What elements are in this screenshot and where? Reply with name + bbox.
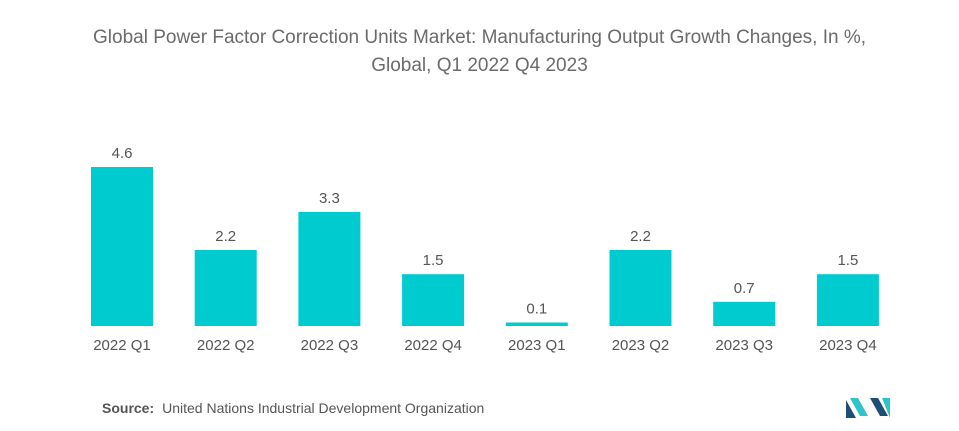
value-label-2023-q2: 2.2 <box>630 228 651 245</box>
x-tick-label-2022-q2: 2022 Q2 <box>197 337 255 354</box>
value-label-2023-q1: 0.1 <box>526 301 547 318</box>
value-label-2023-q4: 1.5 <box>837 252 858 269</box>
bar-2022-q2 <box>194 250 257 326</box>
source-text: United Nations Industrial Development Or… <box>162 400 485 416</box>
bar-2023-q3 <box>713 301 776 326</box>
x-tick-label-2023-q3: 2023 Q3 <box>715 337 773 354</box>
bar-2022-q1 <box>91 167 153 326</box>
x-tick-label-2022-q3: 2022 Q3 <box>301 337 359 354</box>
bar-2023-q2 <box>609 250 672 326</box>
bar-2023-q1 <box>505 322 568 326</box>
x-tick-label-2023-q4: 2023 Q4 <box>819 337 877 354</box>
chart-title-line-2: Global, Q1 2022 Q4 2023 <box>371 55 588 76</box>
value-label-2022-q1: 4.6 <box>112 145 133 162</box>
bar-2022-q3 <box>298 211 361 326</box>
source-note: Source: United Nations Industrial Develop… <box>102 400 484 416</box>
value-label-2023-q3: 0.7 <box>734 280 755 297</box>
value-label-2022-q2: 2.2 <box>215 228 236 245</box>
x-tick-label-2023-q1: 2023 Q1 <box>508 337 566 354</box>
value-label-2022-q3: 3.3 <box>319 190 340 207</box>
chart-title-line-1: Global Power Factor Correction Units Mar… <box>93 27 866 48</box>
value-label-2022-q4: 1.5 <box>423 252 444 269</box>
chart-title: Global Power Factor Correction Units Mar… <box>0 24 959 80</box>
x-tick-label-2022-q1: 2022 Q1 <box>93 337 151 354</box>
bar-2022-q4 <box>402 274 465 326</box>
bar-2023-q4 <box>816 274 879 326</box>
x-tick-label-2022-q4: 2022 Q4 <box>404 337 462 354</box>
mordor-intelligence-logo-icon <box>846 398 890 418</box>
source-label: Source: <box>102 400 155 416</box>
x-tick-label-2023-q2: 2023 Q2 <box>612 337 670 354</box>
